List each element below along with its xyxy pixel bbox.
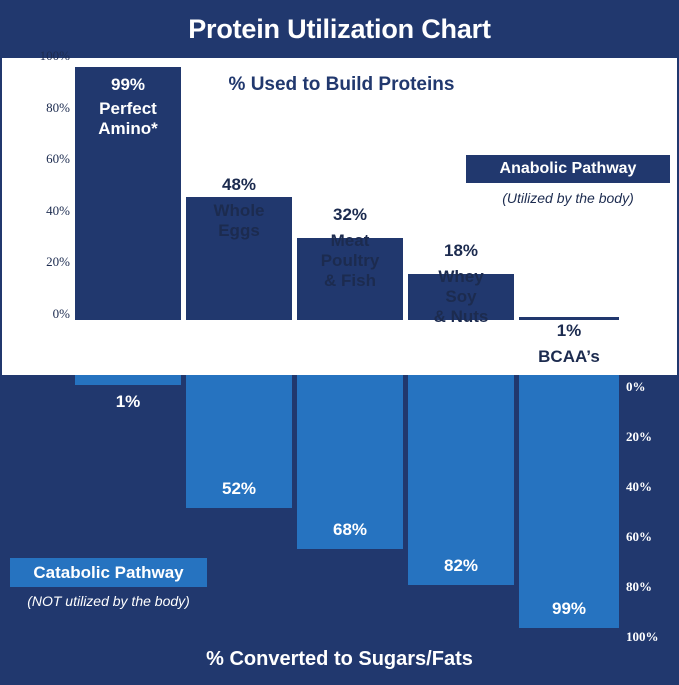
bottom-axis-caption: % Converted to Sugars/Fats <box>206 648 473 670</box>
top-axis-caption: % Used to Build Proteins <box>228 74 455 95</box>
bar-down-whey-soy-nuts[interactable]: 82% <box>408 375 514 585</box>
bar-value-label-down: 68% <box>332 519 368 539</box>
left-axis-tick: 80% <box>46 99 70 115</box>
right-axis-tick: 60% <box>626 529 652 544</box>
bar-value-label-down: 99% <box>551 598 587 618</box>
chart-header: Protein Utilization Chart <box>0 0 679 58</box>
bar-column-meat-poultry-fish[interactable]: 32% Meat Poultry & Fish 68% <box>297 58 403 637</box>
legend-catabolic-badge: Catabolic Pathway <box>10 558 207 587</box>
right-axis-tick: 80% <box>626 579 652 594</box>
bar-down-meat-poultry-fish[interactable]: 68% <box>297 375 403 549</box>
bar-value-label-down: 1% <box>115 392 141 411</box>
bar-name-label: Whole Eggs <box>213 201 265 241</box>
bar-up-whole-eggs[interactable] <box>186 197 292 320</box>
bar-down-perfect-amino[interactable] <box>75 375 181 385</box>
bar-up-whey-soy-nuts[interactable] <box>408 274 514 320</box>
page-title: Protein Utilization Chart <box>188 13 491 44</box>
bar-up-meat-poultry-fish[interactable] <box>297 238 403 320</box>
bar-column-whey-soy-nuts[interactable]: 18% Whey Soy & Nuts 82% <box>408 58 514 637</box>
bar-value-label-up: 48% <box>221 175 257 194</box>
bar-down-bcaas[interactable]: 99% <box>519 375 619 628</box>
bar-value-label-up: 18% <box>443 241 479 260</box>
bar-value-label-down: 82% <box>443 555 479 575</box>
legend-anabolic-sub: (Utilized by the body) <box>502 190 634 206</box>
bar-value-label-up: 1% <box>556 321 582 340</box>
bar-column-whole-eggs[interactable]: 48% Whole Eggs 52% <box>186 58 292 637</box>
bar-up-perfect-amino[interactable]: 99% Perfect Amino* <box>75 67 181 320</box>
left-axis-tick: 60% <box>46 151 70 167</box>
bar-down-whole-eggs[interactable]: 52% <box>186 375 292 508</box>
left-axis-tick: 40% <box>46 202 70 218</box>
right-axis-tick: 0% <box>626 379 646 394</box>
legend-catabolic-label: Catabolic Pathway <box>33 562 184 582</box>
legend-anabolic-label: Anabolic Pathway <box>499 160 637 177</box>
bar-name-label: Meat Poultry & Fish <box>320 231 380 291</box>
legend-catabolic-sub: (NOT utilized by the body) <box>27 593 190 609</box>
bar-value-label-up: 32% <box>332 205 368 224</box>
left-axis-tick: 100% <box>39 48 70 63</box>
right-axis-tick: 100% <box>626 629 659 644</box>
bar-name-label: Whey Soy & Nuts <box>433 267 489 327</box>
left-axis-tick: 0% <box>52 306 70 321</box>
bar-column-perfect-amino[interactable]: 99% Perfect Amino* 1% <box>75 58 181 637</box>
bar-name-label: Perfect Amino* <box>98 99 158 139</box>
bar-name-label: BCAA’s <box>538 347 600 366</box>
bar-column-bcaas[interactable]: 1% BCAA’s 99% <box>519 58 619 637</box>
bar-up-bcaas[interactable] <box>519 317 619 320</box>
plot-area: 99% Perfect Amino* 1% 48% Whole Eggs 52%… <box>0 58 679 637</box>
bar-value-label-down: 52% <box>221 478 257 498</box>
right-axis: 0% 20% 40% 60% 80% 100% <box>620 375 679 644</box>
bar-value-label-up: 99% <box>110 75 146 94</box>
legend-anabolic-badge: Anabolic Pathway <box>466 155 670 183</box>
left-axis-tick: 20% <box>46 254 70 270</box>
right-axis-tick: 40% <box>626 479 652 494</box>
left-axis: 100% 80% 60% 40% 20% 0% <box>14 48 70 321</box>
right-axis-tick: 20% <box>626 429 652 444</box>
